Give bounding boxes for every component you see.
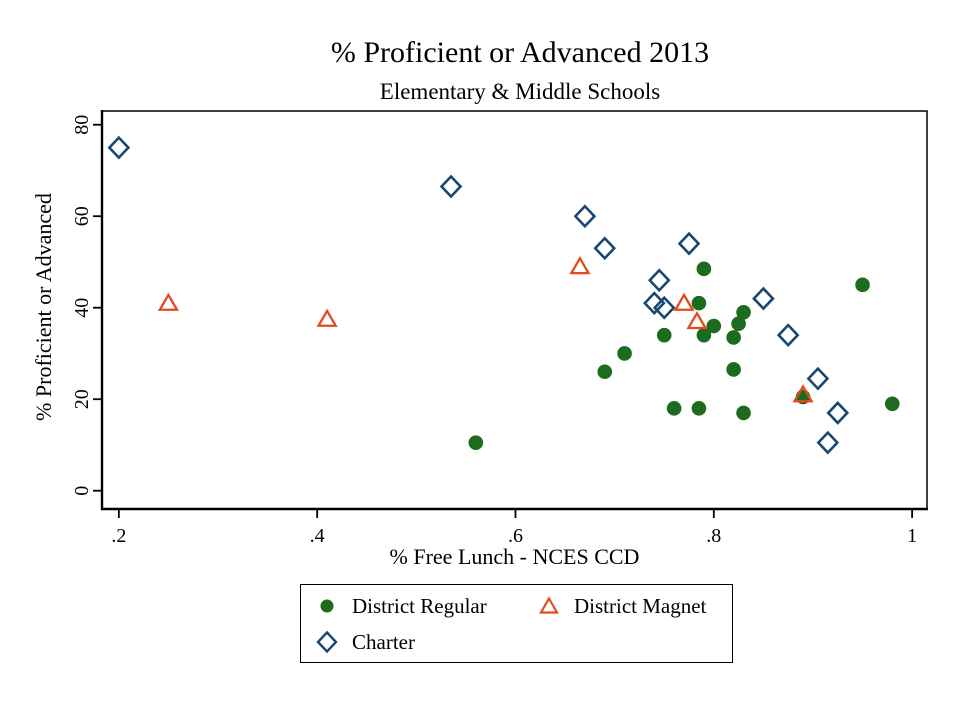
point-charter [806,366,830,391]
point-district-magnet [316,308,338,327]
y-tick-label: 0 [71,486,93,496]
legend-item-district-regular: District Regular [314,593,536,619]
x-tick-label: .4 [310,525,325,547]
point-charter [677,231,701,256]
legend-label-district-magnet: District Magnet [574,593,707,618]
point-district-regular [726,330,741,345]
point-district-regular [666,401,682,416]
filled-circle-icon [320,599,334,613]
x-tick-label: .6 [508,525,523,547]
point-district-regular [731,316,746,332]
point-district-regular [726,362,741,377]
legend-item-charter: Charter [314,629,536,655]
point-charter [776,323,800,348]
point-charter [107,135,131,160]
point-charter [643,291,666,316]
point-district-regular [696,327,712,343]
point-district-regular [691,401,707,416]
chart-subtitle: Elementary & Middle Schools [379,79,661,104]
point-district-magnet [792,384,814,403]
legend: District Regular District Magnet Charter [300,584,733,663]
point-district-regular [691,295,707,311]
y-tick-label: 20 [71,389,93,409]
point-district-regular [706,318,722,334]
y-tick-label: 60 [71,206,93,226]
point-district-regular [736,405,751,421]
open-diamond-icon [316,630,338,654]
chart-title: % Proficient or Advanced 2013 [330,36,710,69]
point-charter [652,295,676,320]
y-axis-label: % Proficient or Advanced [31,193,56,421]
x-tick-label: .8 [706,525,721,547]
plot-frame [101,110,928,510]
point-charter [816,430,840,455]
point-district-magnet [686,310,708,330]
point-district-regular [617,346,632,361]
point-district-regular [696,261,712,277]
x-tick-label: 1 [907,525,917,547]
point-charter [826,401,850,425]
legend-item-district-magnet: District Magnet [536,593,732,619]
point-charter [593,236,617,261]
point-district-magnet [157,292,180,311]
point-district-regular [736,304,751,320]
open-triangle-icon [539,596,559,614]
y-tick-label: 80 [71,115,93,135]
point-district-regular [597,364,613,380]
point-district-magnet [673,292,695,311]
point-charter [439,174,463,199]
x-tick-label: .2 [111,525,126,547]
point-district-regular [855,277,870,293]
point-district-regular [656,327,672,343]
point-district-regular [468,435,484,450]
point-charter [752,286,775,311]
point-charter [573,204,597,229]
legend-label-district-regular: District Regular [352,593,487,618]
y-tick-label: 40 [71,298,93,318]
point-district-magnet [569,256,591,275]
x-axis-label: % Free Lunch - NCES CCD [389,544,640,569]
point-district-regular [884,396,900,412]
legend-label-charter: Charter [352,629,415,654]
point-charter [647,268,671,293]
